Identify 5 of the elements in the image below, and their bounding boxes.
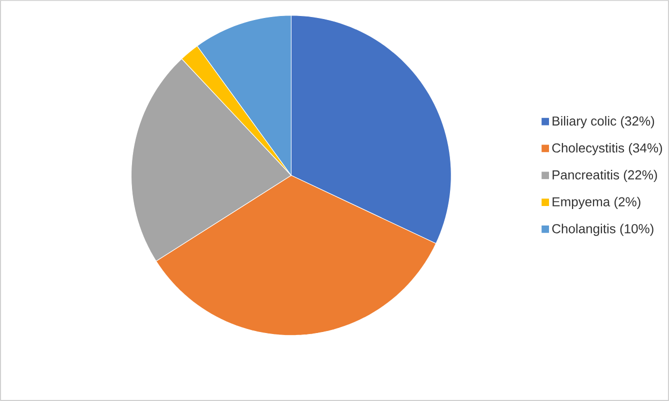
legend-label: Pancreatitis (22%) xyxy=(552,170,657,182)
legend-label: Biliary colic (32%) xyxy=(552,116,654,128)
legend-label: Empyema (2%) xyxy=(552,196,640,209)
legend-label: Cholangitis (10%) xyxy=(552,224,654,236)
legend-label: Cholecystitis (34%) xyxy=(552,143,662,156)
